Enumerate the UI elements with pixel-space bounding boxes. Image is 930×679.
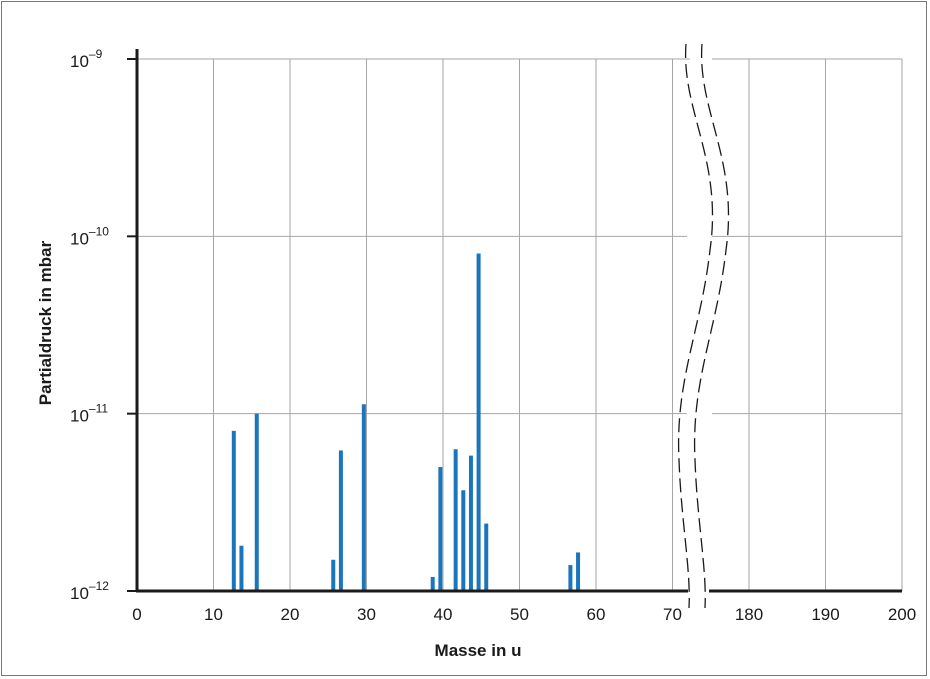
grid (137, 58, 903, 591)
y-tick-label: 10–9 (70, 47, 103, 71)
x-tick-label: 10 (204, 605, 223, 624)
bar (476, 253, 481, 591)
y-tick-labels: 10–12 10–11 10–10 10–9 (70, 47, 109, 603)
x-tick-label: 20 (281, 605, 300, 624)
x-axis-label: Masse in u (435, 641, 522, 660)
x-tick-label: 60 (587, 605, 606, 624)
bar (239, 545, 244, 591)
bar (231, 430, 236, 591)
x-tick-label: 0 (132, 605, 141, 624)
bar (453, 449, 458, 591)
axis-break-line (693, 43, 730, 609)
y-axis-label: Partialdruck in mbar (36, 240, 55, 405)
axis-break-mask (661, 44, 741, 600)
x-tick-label: 70 (663, 605, 682, 624)
x-tick-label: 30 (357, 605, 376, 624)
y-tick-label: 10–10 (70, 224, 109, 248)
x-tick-label: 190 (811, 605, 839, 624)
bar (576, 552, 581, 591)
axis-break-line (677, 43, 714, 609)
bar (331, 559, 336, 591)
x-tick-label: 200 (888, 605, 916, 624)
bar (254, 413, 259, 591)
bar (461, 490, 466, 591)
bar (468, 455, 473, 591)
bars (231, 253, 581, 591)
bar (484, 523, 489, 591)
x-tick-label: 180 (735, 605, 763, 624)
axes (127, 49, 902, 593)
bar (438, 467, 443, 591)
bar (361, 404, 366, 591)
axis-break (661, 43, 741, 609)
x-tick-label: 50 (510, 605, 529, 624)
bar (568, 565, 573, 591)
y-tick-label: 10–11 (70, 402, 108, 426)
x-tick-label: 40 (434, 605, 453, 624)
y-tick-label: 10–12 (70, 579, 109, 603)
bar (430, 576, 435, 591)
x-tick-labels: 0 10 20 30 40 50 60 70 180 190 200 (132, 605, 916, 624)
bar (338, 450, 343, 591)
